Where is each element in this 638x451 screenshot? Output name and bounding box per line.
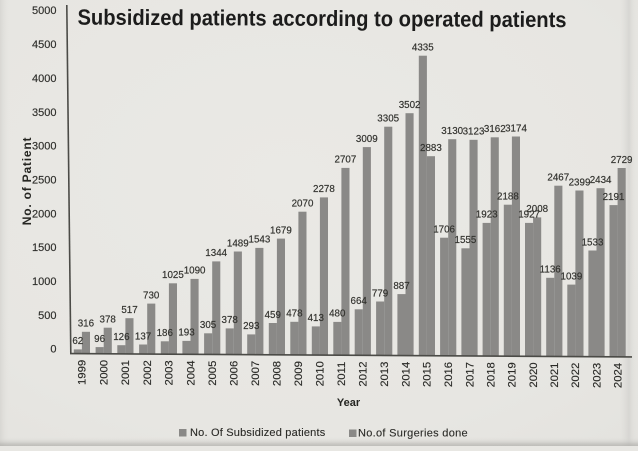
svg-text:5000: 5000 bbox=[32, 5, 56, 17]
svg-text:96: 96 bbox=[94, 334, 105, 345]
svg-text:730: 730 bbox=[143, 290, 160, 301]
svg-text:Subsidized patients according: Subsidized patients according to operate… bbox=[77, 5, 566, 33]
svg-text:3130: 3130 bbox=[441, 126, 463, 137]
svg-text:2001: 2001 bbox=[120, 360, 132, 385]
svg-text:2021: 2021 bbox=[549, 363, 561, 388]
svg-text:2017: 2017 bbox=[464, 362, 476, 387]
svg-text:2011: 2011 bbox=[336, 362, 348, 386]
svg-text:3500: 3500 bbox=[32, 107, 56, 119]
svg-text:378: 378 bbox=[222, 315, 239, 326]
svg-text:0: 0 bbox=[50, 344, 56, 356]
svg-text:2434: 2434 bbox=[590, 175, 612, 186]
svg-text:1999: 1999 bbox=[77, 360, 89, 385]
svg-text:305: 305 bbox=[200, 320, 217, 331]
svg-text:2188: 2188 bbox=[497, 192, 519, 203]
svg-text:2010: 2010 bbox=[315, 361, 327, 386]
svg-text:517: 517 bbox=[121, 305, 137, 316]
svg-text:126: 126 bbox=[113, 332, 130, 343]
svg-text:413: 413 bbox=[308, 313, 325, 324]
svg-text:137: 137 bbox=[135, 331, 151, 342]
svg-text:2000: 2000 bbox=[32, 208, 56, 220]
svg-text:3000: 3000 bbox=[32, 141, 56, 153]
svg-text:3123: 3123 bbox=[463, 127, 485, 138]
svg-text:No. of Patient: No. of Patient bbox=[20, 137, 34, 226]
svg-text:1533: 1533 bbox=[582, 237, 604, 248]
svg-text:1136: 1136 bbox=[540, 265, 562, 276]
svg-text:480: 480 bbox=[329, 309, 346, 320]
svg-text:1039: 1039 bbox=[561, 271, 583, 282]
svg-text:2013: 2013 bbox=[379, 362, 391, 387]
svg-text:2070: 2070 bbox=[292, 199, 314, 210]
svg-text:1489: 1489 bbox=[227, 238, 249, 249]
svg-text:2018: 2018 bbox=[486, 362, 498, 387]
svg-text:No.of Surgeries done: No.of Surgeries done bbox=[358, 428, 468, 440]
svg-text:887: 887 bbox=[393, 281, 409, 292]
svg-text:2883: 2883 bbox=[420, 143, 442, 154]
svg-text:2008: 2008 bbox=[272, 361, 284, 386]
svg-text:459: 459 bbox=[265, 310, 281, 321]
svg-text:1555: 1555 bbox=[455, 235, 477, 246]
svg-text:2012: 2012 bbox=[358, 361, 370, 386]
svg-text:2005: 2005 bbox=[207, 361, 219, 386]
svg-text:500: 500 bbox=[38, 310, 56, 322]
svg-text:3174: 3174 bbox=[505, 123, 527, 134]
svg-text:1344: 1344 bbox=[205, 248, 227, 259]
svg-text:2022: 2022 bbox=[570, 363, 582, 388]
svg-text:1000: 1000 bbox=[32, 276, 56, 288]
svg-text:2014: 2014 bbox=[400, 362, 412, 387]
svg-text:2007: 2007 bbox=[250, 361, 262, 386]
svg-text:1543: 1543 bbox=[249, 235, 271, 246]
svg-text:1706: 1706 bbox=[433, 225, 455, 236]
svg-text:1923: 1923 bbox=[476, 210, 498, 221]
svg-text:478: 478 bbox=[286, 309, 303, 320]
svg-text:2006: 2006 bbox=[229, 361, 241, 386]
svg-text:2020: 2020 bbox=[528, 362, 540, 387]
svg-text:2015: 2015 bbox=[422, 362, 434, 387]
svg-text:2707: 2707 bbox=[335, 155, 357, 166]
svg-text:1090: 1090 bbox=[184, 266, 206, 277]
svg-text:1025: 1025 bbox=[162, 270, 184, 281]
svg-text:1500: 1500 bbox=[32, 242, 56, 254]
svg-text:193: 193 bbox=[178, 328, 195, 339]
svg-text:62: 62 bbox=[72, 336, 83, 347]
svg-text:2023: 2023 bbox=[591, 363, 603, 388]
svg-text:2008: 2008 bbox=[526, 204, 548, 215]
svg-text:3162: 3162 bbox=[484, 124, 506, 135]
svg-text:2019: 2019 bbox=[507, 362, 519, 387]
svg-text:3502: 3502 bbox=[399, 100, 421, 111]
svg-text:2278: 2278 bbox=[313, 184, 335, 195]
svg-text:2191: 2191 bbox=[603, 192, 625, 203]
svg-text:4000: 4000 bbox=[32, 73, 56, 85]
svg-text:2003: 2003 bbox=[164, 360, 176, 385]
svg-text:2004: 2004 bbox=[185, 360, 197, 385]
svg-text:2467: 2467 bbox=[547, 173, 569, 184]
svg-text:2002: 2002 bbox=[142, 360, 154, 385]
svg-text:664: 664 bbox=[351, 296, 368, 307]
svg-text:3305: 3305 bbox=[377, 114, 399, 125]
svg-text:2000: 2000 bbox=[98, 360, 110, 385]
svg-text:1927: 1927 bbox=[518, 210, 540, 221]
svg-text:4335: 4335 bbox=[412, 43, 434, 54]
svg-text:No. Of Subsidized patients: No. Of Subsidized patients bbox=[190, 427, 326, 439]
svg-text:3009: 3009 bbox=[356, 134, 378, 145]
svg-text:1679: 1679 bbox=[270, 225, 292, 236]
svg-text:2399: 2399 bbox=[569, 177, 591, 188]
svg-text:186: 186 bbox=[157, 328, 174, 339]
svg-text:2016: 2016 bbox=[443, 362, 455, 387]
svg-text:2500: 2500 bbox=[32, 174, 56, 186]
svg-text:316: 316 bbox=[78, 319, 95, 330]
svg-text:2009: 2009 bbox=[293, 361, 305, 386]
svg-text:779: 779 bbox=[372, 288, 388, 299]
svg-text:2729: 2729 bbox=[611, 155, 633, 166]
svg-text:2024: 2024 bbox=[612, 363, 624, 388]
svg-text:4500: 4500 bbox=[32, 39, 56, 51]
svg-text:Year: Year bbox=[337, 397, 361, 409]
svg-text:378: 378 bbox=[100, 315, 117, 326]
svg-text:293: 293 bbox=[243, 321, 260, 332]
